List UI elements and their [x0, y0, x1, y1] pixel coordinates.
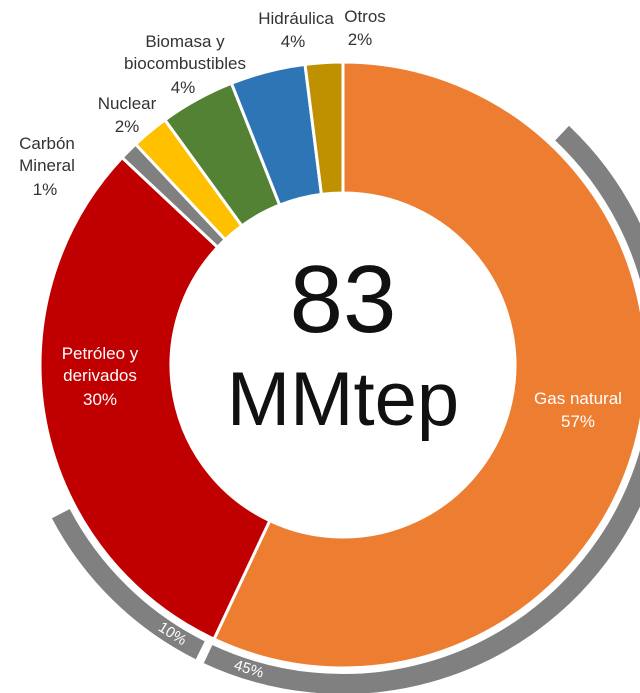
- center-unit: MMtep: [226, 357, 460, 442]
- slice-value-label: 2%: [114, 117, 140, 136]
- slice-label: Hidráulica: [258, 9, 334, 28]
- slice-label: Otros: [344, 7, 386, 26]
- slice: [211, 60, 640, 670]
- slice-label: Gas natural: [534, 389, 622, 408]
- sub-arc: [49, 506, 208, 662]
- slice: [38, 155, 272, 642]
- slice-value-label: 4%: [170, 78, 196, 97]
- slice-value-label: 4%: [280, 32, 306, 51]
- slice-value-label: 30%: [82, 390, 118, 409]
- slice-value-label: 1%: [32, 180, 58, 199]
- slice-label: Nuclear: [97, 94, 157, 113]
- slice-value-label: 2%: [347, 30, 373, 49]
- slice-label: Carbón Mineral: [19, 134, 75, 175]
- slice-value-label: 57%: [560, 412, 596, 431]
- slice-label: Petróleo y derivados: [61, 344, 139, 385]
- center-value: 83: [289, 246, 397, 353]
- slice: [303, 60, 345, 197]
- sub-arc: [201, 123, 640, 693]
- slice-label: Biomasa y biocombustibles: [124, 32, 246, 73]
